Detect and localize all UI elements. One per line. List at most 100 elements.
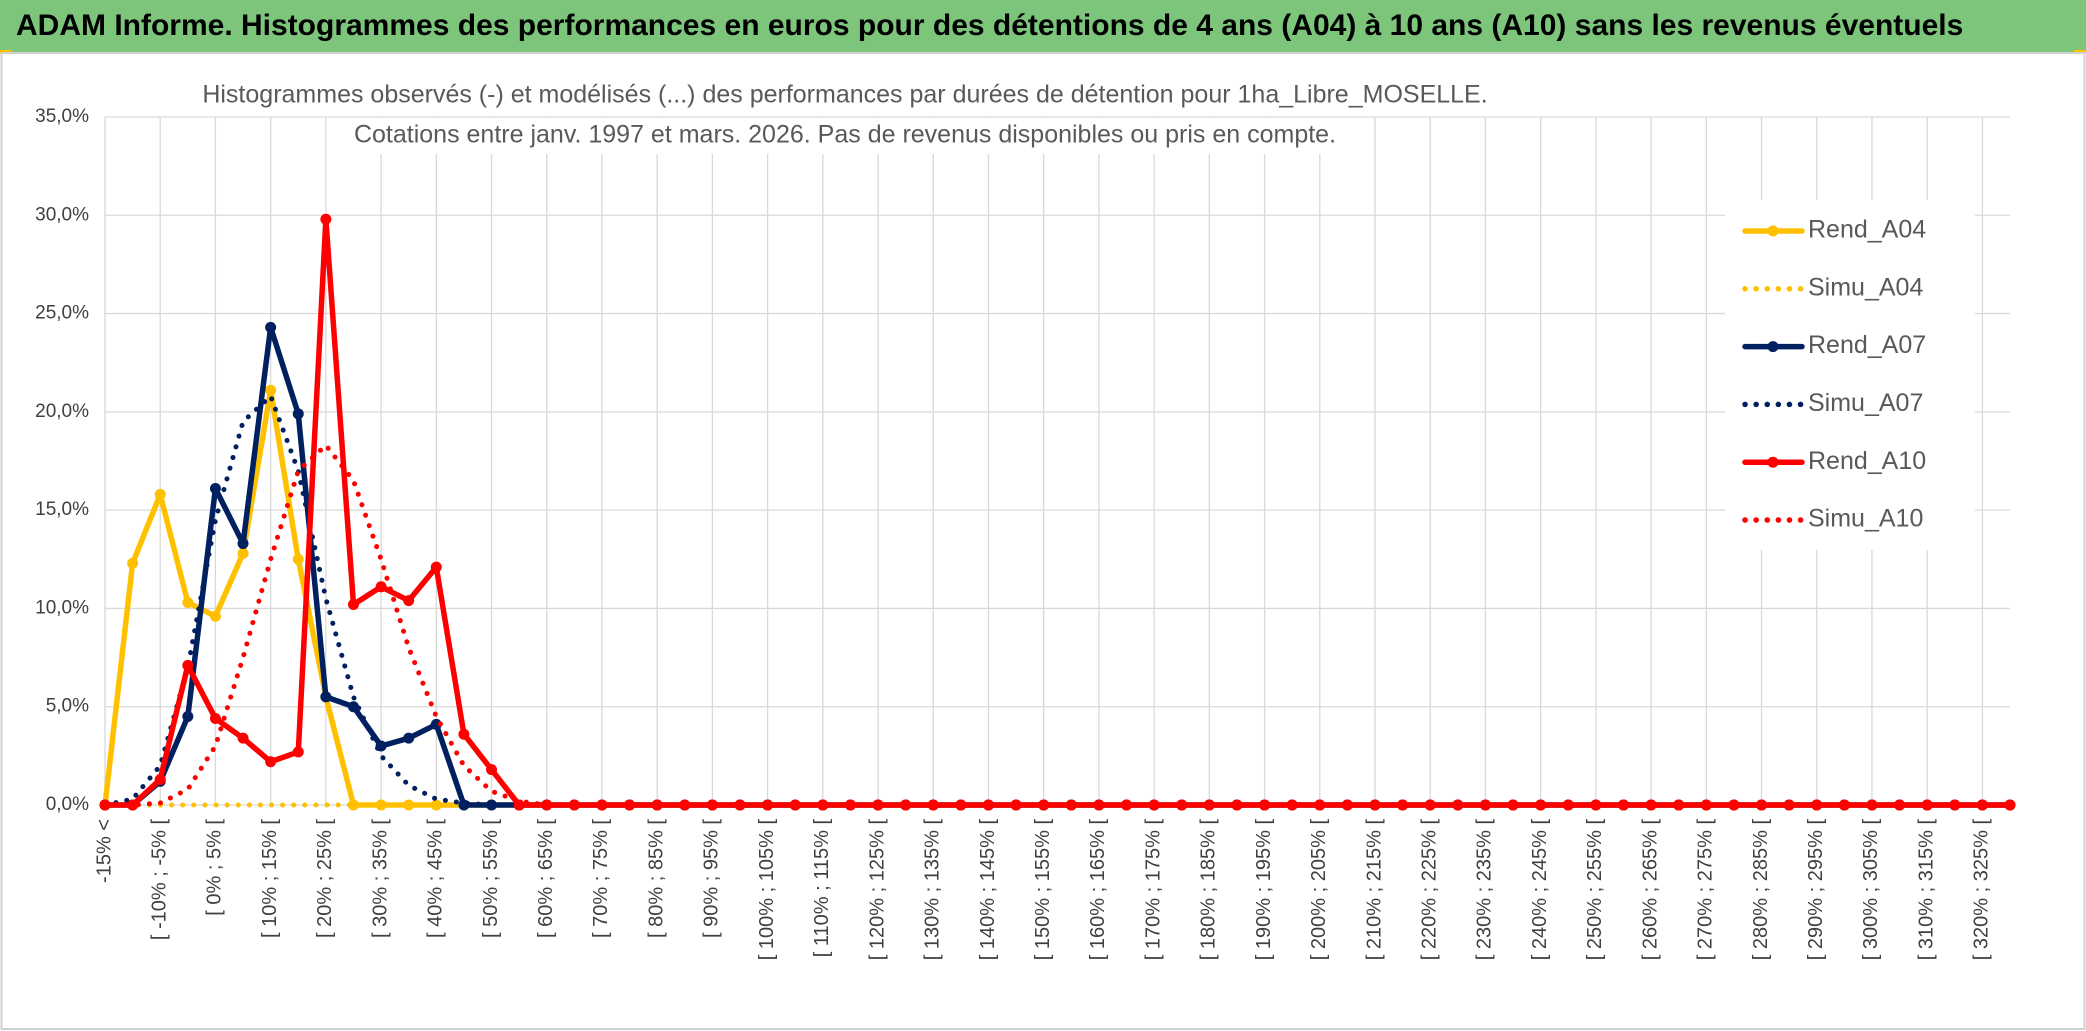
x-tick-label: [ 230% ; 235% [: [1474, 819, 1496, 961]
point: [1369, 799, 1381, 811]
point: [927, 799, 939, 811]
point: [1314, 799, 1326, 811]
title-bg: [195, 78, 1495, 114]
point: [1203, 799, 1215, 811]
x-tick-label: [ 130% ; 135% [: [922, 819, 944, 961]
point: [154, 773, 166, 785]
chart-title: Histogrammes observés (-) et modélisés (…: [202, 81, 1487, 109]
x-tick-label: [ 170% ; 175% [: [1142, 819, 1164, 961]
point: [182, 597, 194, 609]
y-tick-label: 30,0%: [35, 204, 89, 225]
point: [789, 799, 801, 811]
point: [1811, 799, 1823, 811]
x-tick-label: [ 270% ; 275% [: [1695, 819, 1717, 961]
point: [292, 553, 304, 565]
x-tick-label: [ 290% ; 295% [: [1805, 819, 1827, 961]
point: [430, 718, 442, 730]
point: [1645, 799, 1657, 811]
x-tick-label: [ 210% ; 215% [: [1363, 819, 1385, 961]
legend-label: Simu_A07: [1808, 389, 1923, 417]
x-tick-label: [ 70% ; 75% [: [590, 819, 612, 938]
point: [403, 799, 415, 811]
series-line: [102, 442, 2013, 808]
legend-label: Simu_A04: [1808, 273, 1923, 301]
legend-marker: [1767, 225, 1779, 237]
point: [2004, 799, 2016, 811]
point: [1038, 799, 1050, 811]
x-tick-label: [ 0% ; 5% [: [204, 819, 226, 916]
point: [265, 321, 277, 333]
x-tick-label: [ 140% ; 145% [: [977, 819, 999, 961]
header-band: [0, 0, 2086, 52]
x-tick-label: [ 90% ; 95% [: [701, 819, 723, 938]
point: [127, 799, 139, 811]
point: [1148, 799, 1160, 811]
legend-label: Rend_A04: [1808, 216, 1926, 244]
x-tick-label: [ 260% ; 265% [: [1639, 819, 1661, 961]
x-tick-label: [ 180% ; 185% [: [1198, 819, 1220, 961]
point: [237, 732, 249, 744]
point: [182, 711, 194, 723]
point: [375, 581, 387, 593]
x-tick-label: [ 120% ; 125% [: [866, 819, 888, 961]
x-tick-label: [ 300% ; 305% [: [1860, 819, 1882, 961]
y-tick-label: 0,0%: [46, 794, 89, 815]
x-tick-label: [ 220% ; 225% [: [1418, 819, 1440, 961]
point: [403, 732, 415, 744]
legend-bg: [1725, 200, 1975, 550]
point: [320, 213, 332, 225]
point: [292, 746, 304, 758]
point: [1838, 799, 1850, 811]
point: [762, 799, 774, 811]
point: [872, 799, 884, 811]
x-tick-label: [ 190% ; 195% [: [1253, 819, 1275, 961]
point: [292, 408, 304, 420]
point: [1424, 799, 1436, 811]
point: [209, 610, 221, 622]
legend-label: Rend_A07: [1808, 331, 1926, 359]
x-tick-label: [ 20% ; 25% [: [314, 819, 336, 938]
point: [265, 756, 277, 768]
x-tick-label: [ 310% ; 315% [: [1915, 819, 1937, 961]
point: [1949, 799, 1961, 811]
point: [1894, 799, 1906, 811]
point: [237, 547, 249, 559]
legend-label: Rend_A10: [1808, 447, 1926, 475]
point: [209, 483, 221, 495]
x-tick-label: [ 30% ; 35% [: [369, 819, 391, 938]
point: [209, 713, 221, 725]
x-tick-label: [ 50% ; 55% [: [480, 819, 502, 938]
point: [347, 598, 359, 610]
point: [486, 764, 498, 776]
point: [568, 799, 580, 811]
point: [1093, 799, 1105, 811]
x-tick-label: [ 80% ; 85% [: [645, 819, 667, 938]
title-bg: [340, 118, 1350, 154]
x-tick-label: [ 100% ; 105% [: [756, 819, 778, 961]
x-tick-label: [ 110% ; 115% [: [811, 819, 833, 958]
x-tick-label: [ -10% ; -5% [: [148, 819, 170, 941]
y-tick-label: 15,0%: [35, 499, 89, 520]
point: [817, 799, 829, 811]
x-tick-label: [ 60% ; 65% [: [535, 819, 557, 938]
point: [1479, 799, 1491, 811]
point: [237, 538, 249, 550]
x-tick-label: [ 250% ; 255% [: [1584, 819, 1606, 961]
point: [458, 728, 470, 740]
legend-marker: [1767, 456, 1779, 468]
point: [513, 799, 525, 811]
point: [1259, 799, 1271, 811]
legend-label: Simu_A10: [1808, 505, 1923, 533]
point: [1590, 799, 1602, 811]
point: [347, 799, 359, 811]
y-tick-label: 35,0%: [35, 106, 89, 127]
point: [430, 561, 442, 573]
x-tick-label: [ 320% ; 325% [: [1971, 819, 1993, 961]
x-tick-label: -15% <: [93, 819, 115, 883]
x-tick-label: [ 160% ; 165% [: [1087, 819, 1109, 961]
point: [1756, 799, 1768, 811]
x-tick-label: [ 40% ; 45% [: [425, 819, 447, 938]
y-tick-label: 10,0%: [35, 597, 89, 618]
point: [624, 799, 636, 811]
